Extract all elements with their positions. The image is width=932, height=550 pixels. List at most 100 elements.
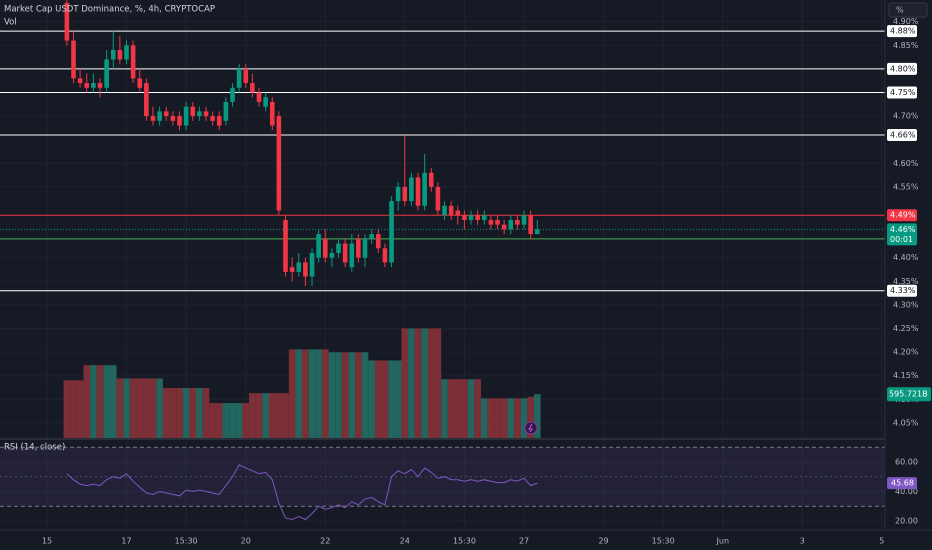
volume-bar — [229, 403, 236, 438]
axis-layer: 15 17 15:30 20 22 24 15:30 27 29 15:30 Jun 3 54.90%4… — [42, 17, 931, 546]
candle-body — [488, 219, 494, 225]
candle-body — [77, 78, 83, 84]
level-tag-label: 4.80% — [890, 64, 916, 73]
candle-body — [435, 186, 441, 211]
volume-bar — [275, 393, 283, 438]
candle-body — [250, 83, 255, 93]
x-tick-label: 24 — [400, 537, 410, 546]
rsi-title: RSI (14, close) — [4, 443, 65, 453]
candle-body — [495, 219, 500, 225]
volume-bar — [196, 387, 203, 438]
volume-bar — [103, 365, 110, 438]
volume-bar — [408, 328, 415, 438]
candle-body — [442, 205, 447, 216]
candle-layer — [64, 0, 540, 287]
volume-bar — [315, 349, 322, 438]
candle-body — [163, 111, 169, 117]
candle-body — [508, 219, 514, 230]
rsi-tick-label: 40.00 — [895, 487, 918, 496]
volume-bar — [401, 328, 409, 438]
countdown-label: 00:01 — [890, 235, 913, 244]
volume-bar — [494, 398, 501, 438]
candle-body — [210, 116, 215, 121]
candle-body — [528, 215, 533, 235]
candle-body — [223, 101, 229, 121]
rsi-tag-label: 45.68 — [891, 479, 914, 488]
level-tag — [887, 25, 917, 38]
candle-body — [91, 83, 96, 88]
x-tick-label: 15:30 — [652, 537, 675, 546]
candle-body — [475, 215, 480, 220]
x-tick-label: 3 — [800, 537, 805, 546]
candle-body — [322, 238, 328, 258]
volume-bar — [143, 378, 150, 438]
candle-body — [104, 59, 109, 88]
candle-body — [382, 248, 388, 263]
volume-bar — [394, 360, 402, 438]
volume-bar — [182, 387, 190, 438]
candle-body — [349, 243, 355, 268]
price-scale — [885, 0, 932, 550]
candle-body — [369, 234, 374, 239]
candle-body — [97, 83, 103, 88]
candle-body — [150, 116, 156, 121]
candle-body — [124, 45, 129, 60]
volume-bar — [235, 403, 243, 438]
volume-bar — [421, 328, 428, 438]
candle-body — [71, 40, 76, 79]
volume-bar — [381, 360, 389, 438]
candle-body — [243, 68, 249, 84]
candle-body — [197, 111, 202, 117]
candle-body — [263, 97, 268, 107]
candle-body — [455, 210, 461, 216]
candle-body — [137, 78, 143, 88]
volume-bar — [487, 398, 495, 438]
scale-mode-button[interactable] — [888, 2, 928, 18]
volume-bar — [129, 378, 137, 438]
x-tick-label: 29 — [598, 537, 608, 546]
volume-bar — [295, 349, 303, 438]
volume-bar — [361, 352, 369, 438]
candle-body — [534, 229, 540, 235]
level-tag-label: 4.66% — [890, 130, 916, 139]
y-tick-label: 4.55% — [893, 182, 919, 191]
volume-bar — [374, 360, 382, 438]
volume-bar — [454, 379, 462, 438]
indicator-icon[interactable] — [524, 421, 538, 435]
level-tag-label: 4.33% — [890, 286, 916, 295]
x-tick-label: 22 — [320, 537, 330, 546]
current-price-tag — [887, 223, 917, 246]
scale-mode-label: % — [896, 6, 904, 15]
x-tick-label: 5 — [879, 537, 884, 546]
volume-bar — [500, 398, 508, 438]
x-tick-label: 15:30 — [175, 537, 198, 546]
candle-body — [462, 215, 467, 220]
volume-bar — [255, 393, 263, 438]
candle-body — [177, 116, 182, 126]
volume-bar — [507, 398, 515, 438]
level-tag — [887, 284, 917, 297]
volume-bar — [202, 387, 210, 438]
volume-bar — [328, 352, 336, 438]
candle-body — [422, 172, 427, 206]
level-tag — [887, 209, 917, 222]
volume-tag-label: 595.721B — [889, 390, 928, 399]
volume-bar — [335, 352, 342, 438]
x-tick-label: 20 — [241, 537, 251, 546]
y-tick-label: 4.05% — [893, 418, 919, 427]
candle-body — [230, 87, 235, 102]
y-tick-label: 4.60% — [893, 159, 919, 168]
candle-body — [144, 83, 149, 117]
pane-separator — [0, 438, 932, 440]
volume-bar — [83, 365, 91, 438]
candle-body — [64, 2, 70, 41]
volume-bar — [461, 379, 468, 438]
candle-body — [269, 101, 275, 126]
candle-body — [84, 83, 90, 88]
level-tag-label: 4.75% — [890, 88, 916, 97]
level-tag — [887, 62, 917, 75]
grid — [0, 0, 885, 530]
volume-bar — [434, 328, 442, 438]
candle-body — [303, 262, 308, 277]
